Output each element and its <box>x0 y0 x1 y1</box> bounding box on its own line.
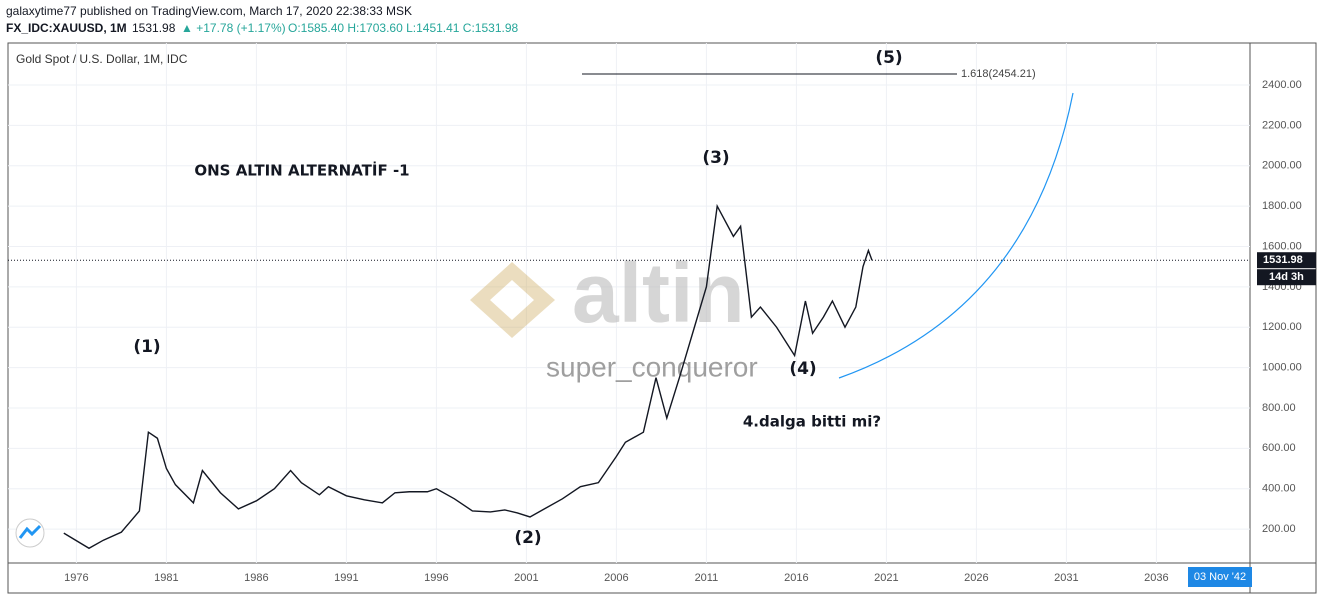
annotation: (1) <box>133 337 160 357</box>
frame <box>7 42 1317 594</box>
y-tick-label: 400.00 <box>1262 483 1296 495</box>
y-tick-label: 1000.00 <box>1262 362 1302 374</box>
x-tick-label: 2016 <box>784 572 808 584</box>
y-tick-label: 1800.00 <box>1262 200 1302 212</box>
watermark-text: altin <box>572 246 745 340</box>
x-tick-label: 2031 <box>1054 572 1078 584</box>
annotation: 4.dalga bitti mi? <box>743 413 881 431</box>
y-tick-label: 200.00 <box>1262 523 1296 535</box>
watermark-logo <box>470 262 555 338</box>
y-tick-label: 1600.00 <box>1262 240 1302 252</box>
annotation: (2) <box>514 528 541 548</box>
y-tick-label: 1200.00 <box>1262 321 1302 333</box>
countdown-box <box>1257 269 1316 286</box>
projection-curve <box>838 92 1074 379</box>
price: 1531.98 <box>132 21 176 35</box>
annotation: (5) <box>875 48 902 68</box>
cursor-date-box <box>1188 567 1252 587</box>
x-tick-label: 2011 <box>695 572 719 584</box>
change: ▲ +17.78 (+1.17%) <box>181 21 286 35</box>
x-tick-label: 1981 <box>154 572 178 584</box>
x-tick-label: 1996 <box>424 572 448 584</box>
y-tick-label: 800.00 <box>1262 402 1296 414</box>
chart-title: Gold Spot / U.S. Dollar, 1M, IDC <box>16 52 188 66</box>
price-line <box>63 203 873 550</box>
countdown-label: 14d 3h <box>1269 271 1304 283</box>
annotation: (4) <box>789 359 816 379</box>
x-tick-label: 1986 <box>244 572 268 584</box>
watermark-author: super_conqueror <box>546 351 758 382</box>
annotation: (3) <box>702 148 729 168</box>
annotation: ONS ALTIN ALTERNATİF -1 <box>194 161 409 180</box>
y-tick-label: 600.00 <box>1262 442 1296 454</box>
x-tick-label: 2001 <box>514 572 538 584</box>
y-tick-label: 2200.00 <box>1262 119 1302 131</box>
ohlc: O:1585.40 H:1703.60 L:1451.41 C:1531.98 <box>288 21 519 35</box>
symbol: FX_IDC:XAUUSD, 1M <box>6 21 127 35</box>
cursor-date: 03 Nov '42 <box>1194 571 1246 583</box>
x-tick-label: 2021 <box>874 572 898 584</box>
x-tick-label: 1976 <box>64 572 88 584</box>
publish-info: galaxytime77 published on TradingView.co… <box>6 4 412 18</box>
x-tick-label: 2026 <box>964 572 988 584</box>
fib-label: 1.618(2454.21) <box>961 68 1036 80</box>
x-tick-label: 2036 <box>1144 572 1168 584</box>
last-price-label: 1531.98 <box>1263 254 1303 266</box>
last-price-box <box>1257 252 1316 269</box>
floating-button[interactable] <box>15 518 45 548</box>
y-tick-label: 2400.00 <box>1262 79 1302 91</box>
x-tick-label: 1991 <box>334 572 358 584</box>
y-tick-label: 2000.00 <box>1262 160 1302 172</box>
x-tick-label: 2006 <box>604 572 628 584</box>
